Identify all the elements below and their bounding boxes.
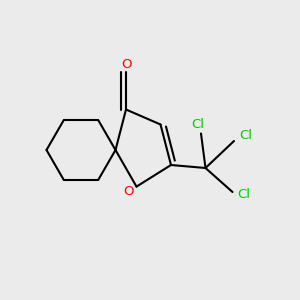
- Text: O: O: [124, 184, 134, 198]
- Text: Cl: Cl: [239, 129, 252, 142]
- Text: O: O: [121, 58, 131, 71]
- Text: Cl: Cl: [237, 188, 250, 202]
- Text: Cl: Cl: [191, 118, 205, 131]
